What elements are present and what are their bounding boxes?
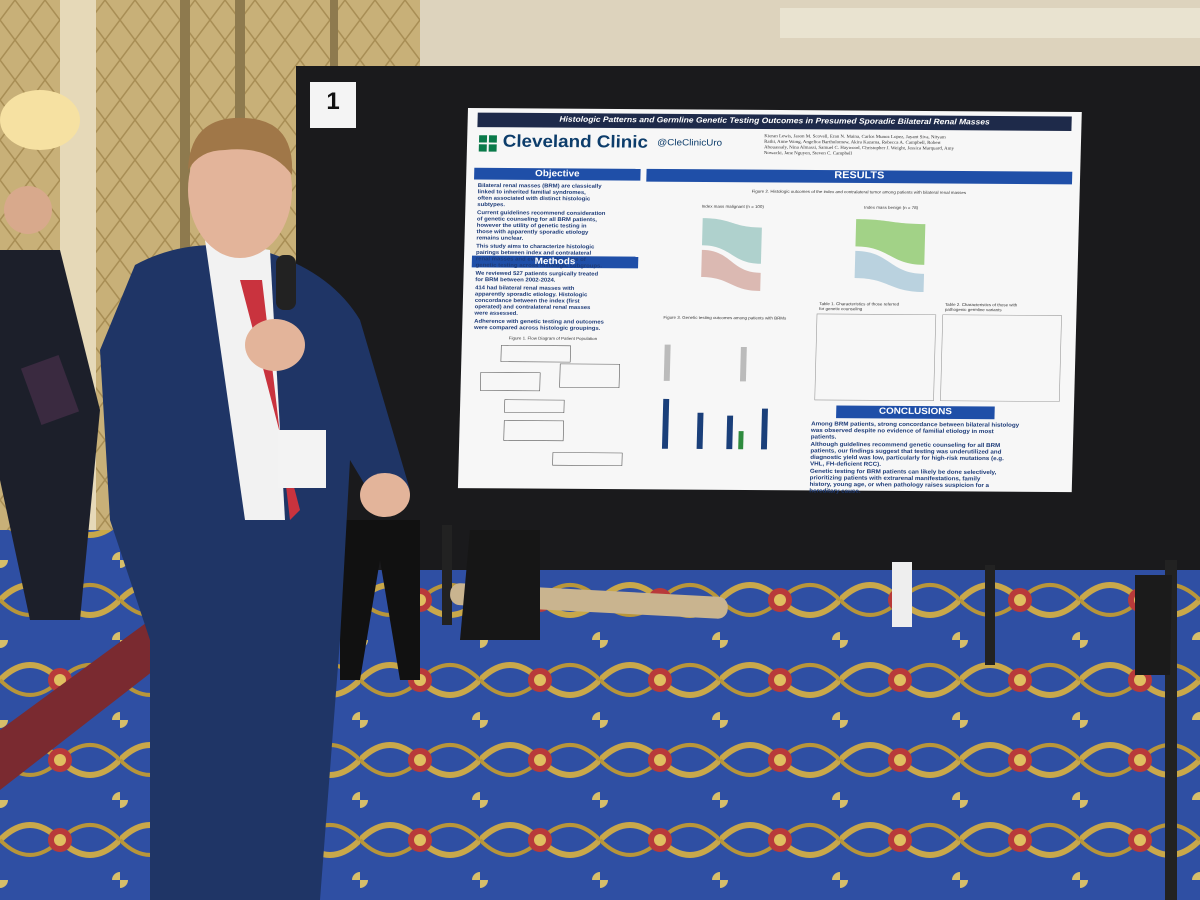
section-bar [836, 405, 995, 420]
poster-title: Histologic Patterns and Germline Genetic… [559, 115, 990, 126]
methods-bullet: We reviewed 527 patients surgically trea… [475, 271, 600, 284]
conclusion-bullet: Among BRM patients, strong concordance b… [810, 422, 1021, 442]
figure-bar [738, 431, 744, 450]
sankey-flow [701, 249, 761, 291]
objective-bullet: Current guidelines recommend considerati… [476, 210, 607, 242]
section-bar [646, 168, 1073, 185]
board-number: 1 [326, 88, 339, 115]
twitter-handle: @CleClinicUro [657, 138, 722, 149]
figure-caption: Figure 1. Flow Diagram of Patient Popula… [509, 336, 598, 341]
sankey-flow [855, 219, 926, 265]
person-head [4, 186, 52, 234]
objective-bullet: Bilateral renal masses (BRM) are classic… [477, 183, 603, 209]
figure-caption: Figure 3. Genetic testing outcomes among… [663, 315, 786, 321]
figure-bar [663, 344, 671, 381]
presenter-hand [360, 473, 410, 517]
section-bar [471, 255, 639, 269]
table-caption: Table 2. Characteristics of those with p… [945, 302, 1019, 312]
objective-bullet: This study aims to characterize histolog… [476, 244, 603, 270]
conclusion-bullet: Although guidelines recommend genetic co… [810, 442, 1006, 469]
section-bar [474, 167, 641, 181]
carpet-border [0, 620, 180, 790]
flow-box [500, 345, 571, 363]
logo-block [478, 144, 487, 152]
wall-lamp [0, 90, 80, 150]
logo-block [488, 144, 497, 152]
microphone [276, 255, 296, 310]
logo-block [478, 135, 488, 143]
name-badge [278, 430, 326, 488]
logo-block [488, 135, 497, 143]
board-leg [442, 525, 452, 625]
figure-bar [661, 398, 670, 449]
folder [20, 354, 80, 426]
poster-sheet [457, 108, 1082, 493]
person-legs [1135, 575, 1172, 675]
board-number-card [310, 82, 356, 128]
person-legs [340, 520, 420, 680]
figure-bar [760, 408, 768, 450]
institution-name: Cleveland Clinic [503, 131, 649, 151]
methods-bullet: Adherence with genetic testing and outco… [473, 319, 606, 332]
sankey-flow [702, 218, 762, 264]
figure-bar [696, 412, 704, 449]
section-heading: RESULTS [834, 170, 884, 181]
flow-box [504, 399, 565, 414]
title-bar [477, 112, 1072, 131]
flow-box [559, 363, 620, 389]
flow-box [503, 420, 564, 442]
person-suit [0, 250, 100, 620]
figure-bar [726, 415, 734, 450]
panel-title: Index mass malignant (n = 100) [702, 204, 765, 209]
person-legs [460, 530, 540, 640]
table-caption: Table 1. Characteristics of those referr… [819, 301, 900, 311]
figure-bar [739, 346, 747, 382]
presenter-hand [245, 319, 305, 371]
presenter-suit [100, 245, 410, 900]
table-frame [814, 313, 937, 401]
flow-box [480, 372, 541, 392]
presenter-hair [188, 117, 293, 175]
section-heading: Objective [535, 168, 580, 179]
conclusion-bullet: Genetic testing for BRM patients can lik… [809, 469, 998, 496]
figure-caption: Figure 2. Histologic outcomes of the ind… [752, 189, 967, 195]
authors: Kieran Lewis, Jason M. Scovell, Eran N. … [764, 135, 956, 158]
board-leg [985, 565, 995, 665]
methods-bullet: 414 had bilateral renal masses with appa… [473, 286, 592, 318]
section-heading: Methods [535, 256, 576, 267]
sankey-flow [854, 250, 925, 293]
section-heading: CONCLUSIONS [879, 406, 952, 417]
panel-title: Index mass benign (n = 78) [864, 205, 919, 210]
cup-stack [892, 562, 912, 627]
table-frame [940, 314, 1062, 402]
ceiling-panel [780, 8, 1200, 38]
poster: Histologic Patterns and Germline Genetic… [457, 108, 1082, 496]
presenter-head [188, 122, 292, 258]
flow-box [552, 452, 623, 466]
